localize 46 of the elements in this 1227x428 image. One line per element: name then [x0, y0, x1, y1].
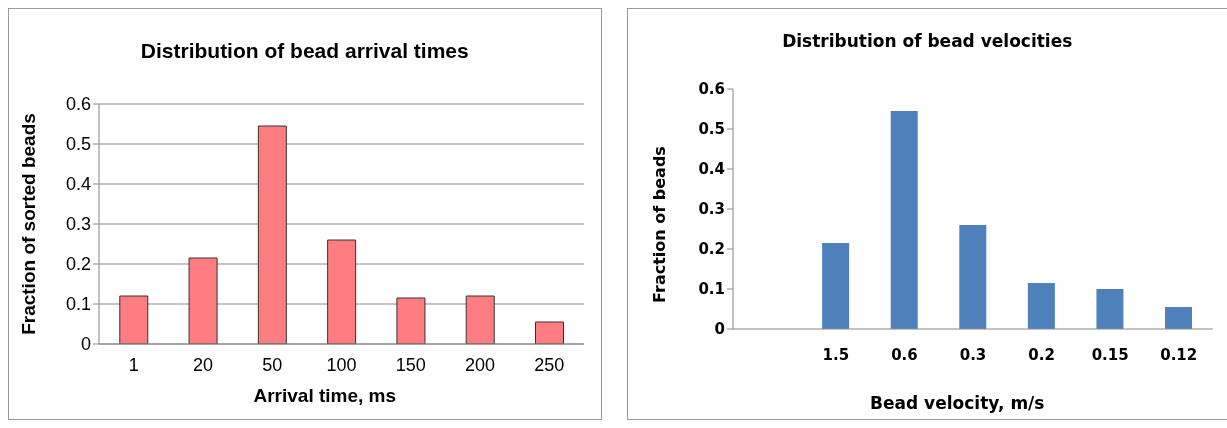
bar — [465, 295, 495, 344]
y-tick-label: 0.4 — [65, 174, 91, 195]
x-tick-label: 0.6 — [890, 345, 918, 364]
bar — [1095, 289, 1123, 329]
x-tick-label: 20 — [192, 354, 213, 375]
y-tick-label: 0.2 — [65, 254, 91, 275]
y-tick-label: 0 — [714, 320, 725, 339]
bar — [1164, 307, 1192, 329]
y-tick-label: 0.3 — [65, 214, 91, 235]
y-tick-label: 0.1 — [697, 280, 725, 299]
bar — [188, 257, 218, 344]
bar — [1027, 283, 1055, 329]
y-tick-label: 0.1 — [65, 294, 91, 315]
x-tick-label: 1.5 — [822, 345, 849, 364]
bar — [535, 321, 564, 344]
y-tick-label: 0.2 — [697, 240, 725, 259]
chart-title: Distribution of bead velocities — [781, 31, 1074, 51]
bar — [890, 111, 918, 329]
y-tick-label: 0.6 — [65, 94, 91, 115]
x-tick-label: 200 — [465, 354, 496, 375]
bar — [396, 297, 426, 344]
y-tick-label: 0 — [80, 334, 91, 355]
x-axis-title: Bead velocity, m/s — [869, 393, 1046, 413]
y-tick-label: 0.4 — [697, 160, 725, 179]
bar — [119, 295, 149, 344]
x-tick-label: 100 — [326, 354, 357, 375]
y-tick-label: 0.5 — [65, 134, 91, 155]
x-tick-label: 0.3 — [959, 345, 986, 364]
bar — [958, 225, 986, 329]
x-tick-label: 0.15 — [1091, 345, 1129, 364]
bar — [821, 243, 849, 329]
bar — [257, 125, 287, 344]
y-tick-label: 0.3 — [697, 200, 725, 219]
x-tick-label: 0.12 — [1159, 345, 1197, 364]
x-axis-title: Arrival time, ms — [252, 385, 398, 407]
x-tick-label: 50 — [262, 354, 283, 375]
x-tick-label: 250 — [534, 354, 565, 375]
y-tick-label: 0.5 — [697, 120, 725, 139]
bar — [327, 239, 357, 344]
x-tick-label: 1 — [128, 354, 139, 375]
x-tick-label: 0.2 — [1027, 345, 1055, 364]
x-tick-label: 150 — [395, 354, 426, 375]
chart-title: Distribution of bead arrival times — [139, 39, 470, 63]
y-axis-title: Fraction of sorted beads — [18, 113, 40, 335]
y-axis-title: Fraction of beads — [650, 145, 670, 303]
y-tick-label: 0.6 — [697, 80, 725, 99]
